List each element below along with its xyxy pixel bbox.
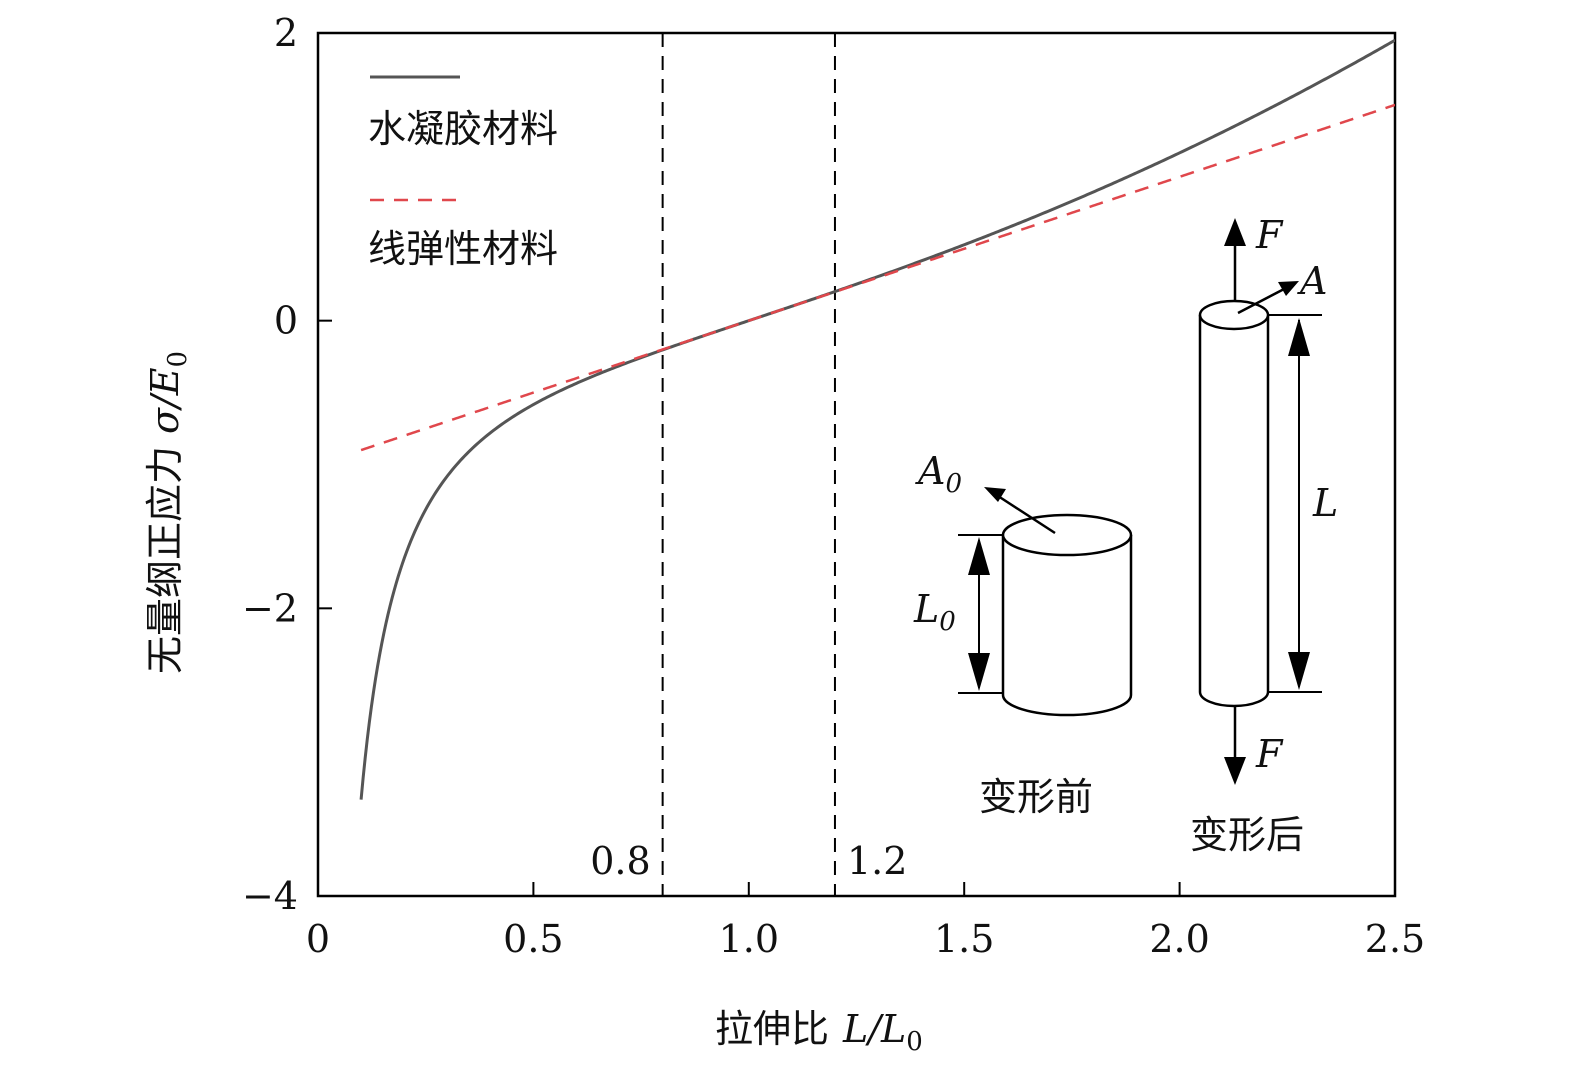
area0-pointer-head <box>984 487 1006 502</box>
l0-label: L0 <box>913 587 956 637</box>
inset-after: F A L F 变形后 <box>1190 213 1338 857</box>
x-axis-title-sub: 0 <box>906 1027 923 1057</box>
reference-lines: 0.8 1.2 <box>590 33 907 896</box>
y-tick-label: −4 <box>242 874 298 918</box>
x-axis-ticks: 0 0.5 1.0 1.5 2.0 2.5 <box>306 882 1425 961</box>
area-label: A <box>1297 259 1327 303</box>
legend-label-linear: 线弹性材料 <box>368 227 558 271</box>
y-axis-ticks: −4 −2 0 2 <box>242 11 332 918</box>
x-tick-label: 2.0 <box>1149 917 1209 961</box>
l0-arrow-down <box>968 653 990 691</box>
l0-sub: 0 <box>939 607 956 637</box>
legend: 水凝胶材料 线弹性材料 <box>368 75 558 271</box>
x-tick-label: 1.0 <box>719 917 779 961</box>
area-pointer <box>1237 286 1287 315</box>
x-axis-title-cn: 拉伸比 <box>715 1007 829 1051</box>
x-tick-label: 0.5 <box>503 917 563 961</box>
tall-cylinder-top <box>1198 299 1270 331</box>
y-tick-label: 2 <box>274 11 298 55</box>
short-cylinder-body <box>1001 535 1133 717</box>
y-axis-title-math: σ/E <box>143 367 187 434</box>
x-tick-label: 0 <box>306 917 330 961</box>
plot-frame <box>316 31 1397 898</box>
short-cylinder-top <box>1001 513 1133 557</box>
series-linear-elastic-line <box>360 103 1395 452</box>
vline-label: 0.8 <box>590 839 650 883</box>
x-axis-title-math: L/L <box>842 1007 906 1051</box>
force-top-arrowhead <box>1224 218 1246 246</box>
l0-label-backdrop <box>912 586 970 632</box>
y-axis-title-cn: 无量纲正应力 <box>143 446 187 674</box>
y-axis-title-sub: 0 <box>163 351 193 368</box>
before-label: 变形前 <box>979 775 1093 819</box>
inset-before: A0 L0 变形前 <box>912 449 1133 819</box>
l-label: L <box>1312 481 1338 525</box>
series-hydrogel-line <box>359 38 1395 800</box>
area0-sub: 0 <box>945 469 962 499</box>
after-label: 变形后 <box>1190 813 1304 857</box>
l0-arrow-up <box>968 537 990 575</box>
y-axis-title: 无量纲正应力 σ/E0 <box>143 351 193 674</box>
force-bottom-arrowhead <box>1224 757 1246 785</box>
x-axis-title: 拉伸比 L/L0 <box>715 1007 923 1057</box>
force-top-label: F <box>1255 213 1284 257</box>
l-arrow-up <box>1288 318 1310 356</box>
x-tick-label: 2.5 <box>1365 917 1425 961</box>
l-arrow-down <box>1288 652 1310 690</box>
y-tick-label: −2 <box>242 586 298 630</box>
area-pointer-head <box>1278 281 1299 296</box>
legend-label-hydrogel: 水凝胶材料 <box>368 107 558 151</box>
force-bottom-label: F <box>1255 732 1284 776</box>
area0-pointer <box>997 494 1056 535</box>
x-tick-label: 1.5 <box>934 917 994 961</box>
vline-label: 1.2 <box>847 839 907 883</box>
y-tick-label: 0 <box>274 299 298 343</box>
area0-label: A0 <box>915 449 962 499</box>
tall-cylinder-body <box>1198 315 1270 708</box>
